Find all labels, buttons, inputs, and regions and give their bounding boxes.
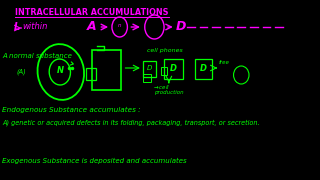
Text: A) genetic or acquired defects in its folding, packaging, transport, or secretio: A) genetic or acquired defects in its fo…: [2, 119, 260, 126]
Text: $\rightarrow$cell: $\rightarrow$cell: [153, 83, 171, 91]
Text: D: D: [176, 20, 186, 33]
Text: production: production: [155, 90, 184, 95]
Text: INTRACELLULAR ACCUMULATIONS: INTRACELLULAR ACCUMULATIONS: [15, 8, 169, 17]
Text: A normal substance: A normal substance: [2, 53, 72, 59]
Text: D: D: [200, 64, 207, 73]
Text: N: N: [56, 66, 63, 75]
Text: free: free: [219, 60, 230, 65]
Text: L: L: [13, 22, 20, 32]
Text: A: A: [87, 20, 97, 33]
Text: D: D: [147, 65, 152, 71]
Text: Endogenous Substance accumulates :: Endogenous Substance accumulates :: [2, 107, 140, 113]
Text: Exogenous Substance is deposited and accumulates: Exogenous Substance is deposited and acc…: [2, 158, 187, 164]
Text: D: D: [170, 64, 177, 73]
Text: n: n: [118, 22, 121, 28]
Text: (A): (A): [16, 68, 26, 75]
Text: within: within: [22, 22, 48, 31]
Text: cell phones: cell phones: [147, 48, 182, 53]
